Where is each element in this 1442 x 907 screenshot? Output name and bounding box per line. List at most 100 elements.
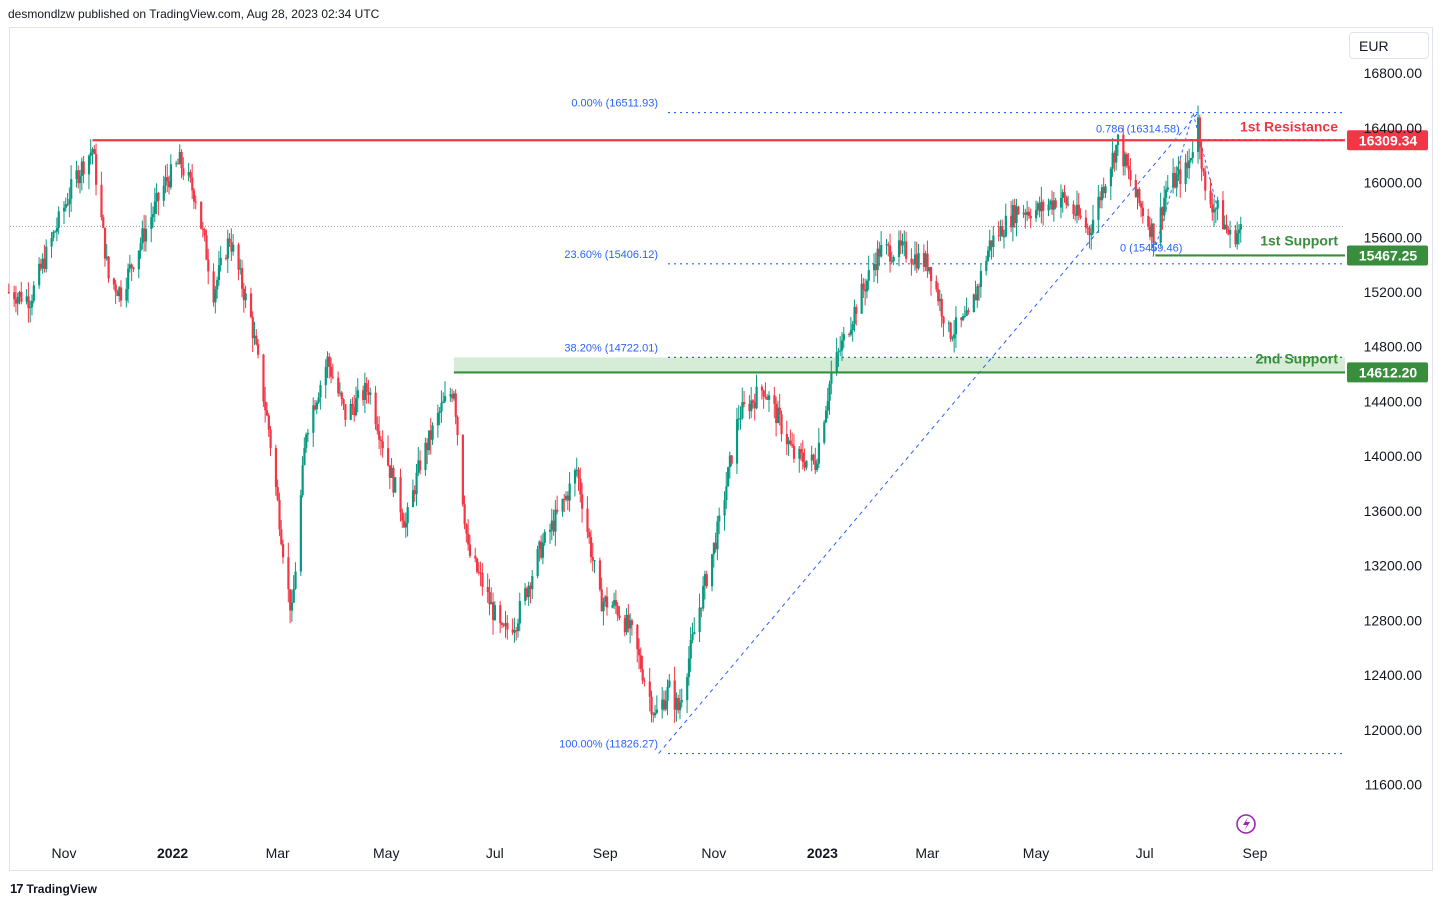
candle-body (212, 271, 215, 303)
candle-body (524, 588, 527, 602)
candle-body (55, 227, 59, 232)
candle-body (337, 377, 340, 394)
fib-level-label: 0.00% (16511.93) (571, 98, 658, 110)
candle-body (1225, 224, 1228, 230)
chart-frame (9, 27, 1433, 871)
candle-body (257, 344, 260, 355)
candle-body (887, 244, 890, 246)
support-name-label: 2nd Support (1256, 350, 1339, 366)
candle-body (762, 390, 765, 397)
candle-body (792, 445, 796, 459)
candle-body (565, 495, 568, 500)
candle-body (579, 478, 582, 495)
candle-body (481, 572, 484, 588)
lightning-icon (1236, 814, 1256, 834)
candle-body (751, 400, 755, 403)
candle-body (1213, 209, 1216, 213)
support-zone (453, 357, 1346, 373)
candle-body (778, 407, 781, 415)
y-tick-label: 12800.00 (1364, 612, 1423, 628)
candle-body (801, 452, 805, 462)
x-tick-label: 2022 (157, 845, 188, 861)
candle-body (1024, 212, 1027, 215)
candle-body (449, 394, 452, 397)
candle-body (201, 228, 205, 230)
candle-body (399, 477, 402, 513)
candle-body (401, 512, 404, 521)
candle-body (276, 486, 279, 500)
candle-body (1004, 215, 1007, 237)
candle-body (675, 698, 678, 710)
candle-body (953, 334, 956, 339)
candle-body (1214, 208, 1218, 210)
candle-body (1017, 206, 1020, 215)
candle-body (417, 460, 420, 473)
candle-body (1036, 203, 1040, 210)
candle-body (903, 241, 906, 243)
candle-body (556, 509, 559, 512)
candle-body (643, 680, 646, 682)
candle-body (543, 531, 546, 543)
candle-body (1163, 197, 1166, 216)
candle-body (627, 614, 630, 629)
candle-body (630, 620, 634, 625)
currency-selector[interactable]: EUR (1349, 32, 1429, 59)
candle-body (315, 402, 318, 410)
candle-body (7, 292, 11, 294)
x-tick-label: Sep (593, 845, 618, 861)
candle-body (427, 430, 431, 451)
candle-body (800, 448, 803, 453)
candle-body (648, 681, 651, 697)
candle-body (379, 439, 383, 442)
candle-body (588, 531, 591, 538)
candle-body (376, 424, 379, 431)
candle-body (698, 607, 701, 633)
candle-body (301, 465, 304, 496)
candle-body (363, 383, 367, 401)
candle-body (467, 533, 470, 545)
candle-body (837, 351, 840, 353)
candle-body (178, 152, 181, 165)
candle-body (79, 175, 82, 184)
candle-body (1091, 219, 1095, 233)
candle-body (317, 397, 320, 403)
candle-body (232, 244, 235, 252)
candle-body (700, 607, 703, 609)
candle-body (1109, 168, 1112, 187)
candle-body (70, 179, 73, 200)
candle-body (1148, 226, 1152, 237)
candle-body (1102, 187, 1105, 194)
candle-body (705, 574, 708, 587)
candle-body (102, 217, 105, 228)
candle-body (828, 383, 831, 401)
candle-body (812, 454, 815, 461)
candle-body (95, 154, 98, 185)
candle-body (917, 252, 920, 269)
fib-level-label: 100.00% (11826.27) (559, 739, 658, 751)
candle-body (972, 294, 975, 313)
candle-body (986, 250, 990, 261)
x-tick-label: May (1023, 845, 1049, 861)
candle-body (353, 406, 356, 416)
x-tick-label: Nov (701, 845, 726, 861)
candle-body (1065, 197, 1068, 205)
candle-body (1015, 206, 1018, 224)
candle-body (237, 244, 240, 270)
candle-body (107, 256, 110, 279)
candle-body (1186, 162, 1189, 169)
candle-body (905, 241, 908, 259)
candle-body (865, 280, 869, 292)
candle-body (992, 235, 995, 248)
candle-body (739, 418, 742, 420)
candle-body (344, 404, 347, 420)
candle-body (387, 448, 390, 466)
candle-body (741, 402, 744, 419)
candle-body (589, 537, 593, 558)
candle-body (486, 587, 489, 593)
candle-body (618, 615, 621, 619)
tradingview-branding[interactable]: 17 TradingView (10, 881, 97, 896)
candle-body (1104, 186, 1107, 194)
fib-small-label: 0 (15459.46) (1120, 243, 1182, 255)
candle-body (406, 507, 409, 524)
